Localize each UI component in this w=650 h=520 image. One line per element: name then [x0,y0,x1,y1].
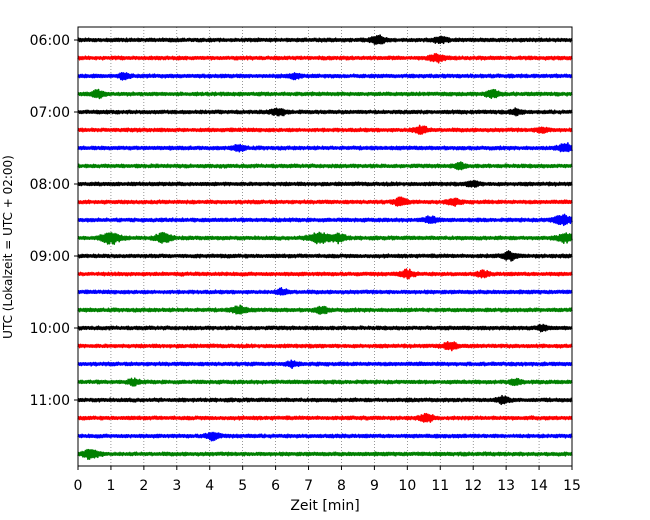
trace-1115 [77,412,573,423]
trace-0745 [77,161,573,171]
x-tick-label: 3 [172,478,181,494]
trace-0800 [77,179,573,188]
y-axis-ticks: 06:00 07:00 08:00 09:00 10:00 11:00 [30,33,78,409]
trace-1000 [77,323,573,333]
trace-0630 [77,71,573,81]
trace-1030 [77,359,573,370]
grid-lines [110,27,540,466]
trace-0830 [77,213,573,227]
x-tick-label: 15 [563,478,581,494]
plot-area [78,27,572,466]
trace-0600 [77,34,573,45]
plot-frame [77,26,573,467]
x-tick-label: 10 [398,478,416,494]
trace-1145 [77,448,573,461]
x-tick-label: 13 [497,478,515,494]
x-axis-label: Zeit [min] [290,498,359,514]
x-tick-label: 7 [304,478,313,494]
y-axis-label: UTC (Lokalzeit = UTC + 02:00) [1,155,15,339]
trace-0715 [77,124,573,135]
x-tick-label: 4 [205,478,214,494]
trace-0815 [77,196,573,207]
x-tick-label: 12 [464,478,482,494]
x-axis-ticks: 0 1 2 3 4 5 6 7 8 9 10 11 12 13 14 15 [74,466,581,494]
x-tick-label: 11 [431,478,449,494]
x-tick-label: 2 [139,478,148,494]
x-tick-label: 14 [530,478,548,494]
trace-0700 [77,107,573,117]
x-tick-label: 5 [238,478,247,494]
trace-1045 [77,377,573,387]
x-tick-label: 1 [106,478,115,494]
trace-0730 [77,142,573,153]
trace-0845 [77,231,573,245]
x-tick-label: 0 [74,478,83,494]
trace-1100 [77,394,573,406]
trace-1015 [77,340,573,352]
trace-0615 [77,52,573,64]
trace-0645 [77,88,573,100]
x-tick-label: 8 [337,478,346,494]
y-tick-label: 07:00 [30,105,70,121]
x-tick-label: 6 [271,478,280,494]
y-tick-label: 11:00 [30,393,70,409]
trace-0945 [77,304,573,315]
y-tick-label: 09:00 [30,249,70,265]
trace-1130 [77,431,573,442]
y-tick-label: 10:00 [30,321,70,337]
trace-group [77,34,573,461]
y-tick-label: 06:00 [30,33,70,49]
x-tick-label: 9 [370,478,379,494]
y-tick-label: 08:00 [30,177,70,193]
trace-0930 [77,287,573,296]
trace-0915 [77,268,573,280]
trace-0900 [77,250,573,262]
